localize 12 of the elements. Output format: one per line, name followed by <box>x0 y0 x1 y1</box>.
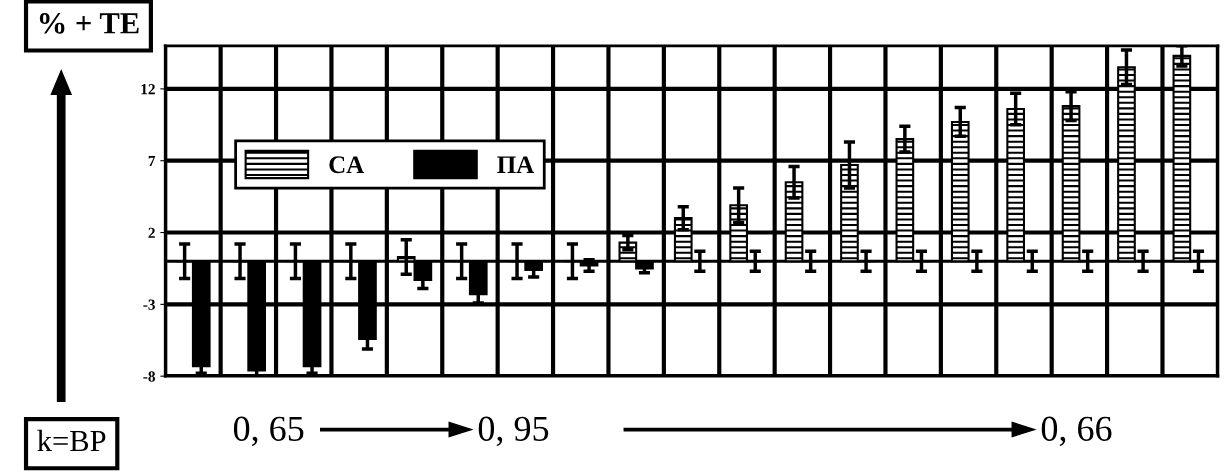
text: 0, 65 <box>233 416 304 447</box>
y-tick-label: -3 <box>143 299 155 310</box>
text: 0, 95 <box>478 416 549 447</box>
text: 0, 66 <box>1041 416 1112 447</box>
legend-label: ПА <box>497 156 535 173</box>
y-tick-label: 12 <box>141 84 155 95</box>
y-tick-label: 7 <box>148 156 156 167</box>
x-axis-title: k=BP <box>37 429 106 452</box>
y-tick-label: 2 <box>148 227 155 238</box>
y-tick-label: -8 <box>143 371 156 382</box>
y-axis-title: % + TE <box>39 12 139 34</box>
legend-label: CA <box>329 156 365 174</box>
